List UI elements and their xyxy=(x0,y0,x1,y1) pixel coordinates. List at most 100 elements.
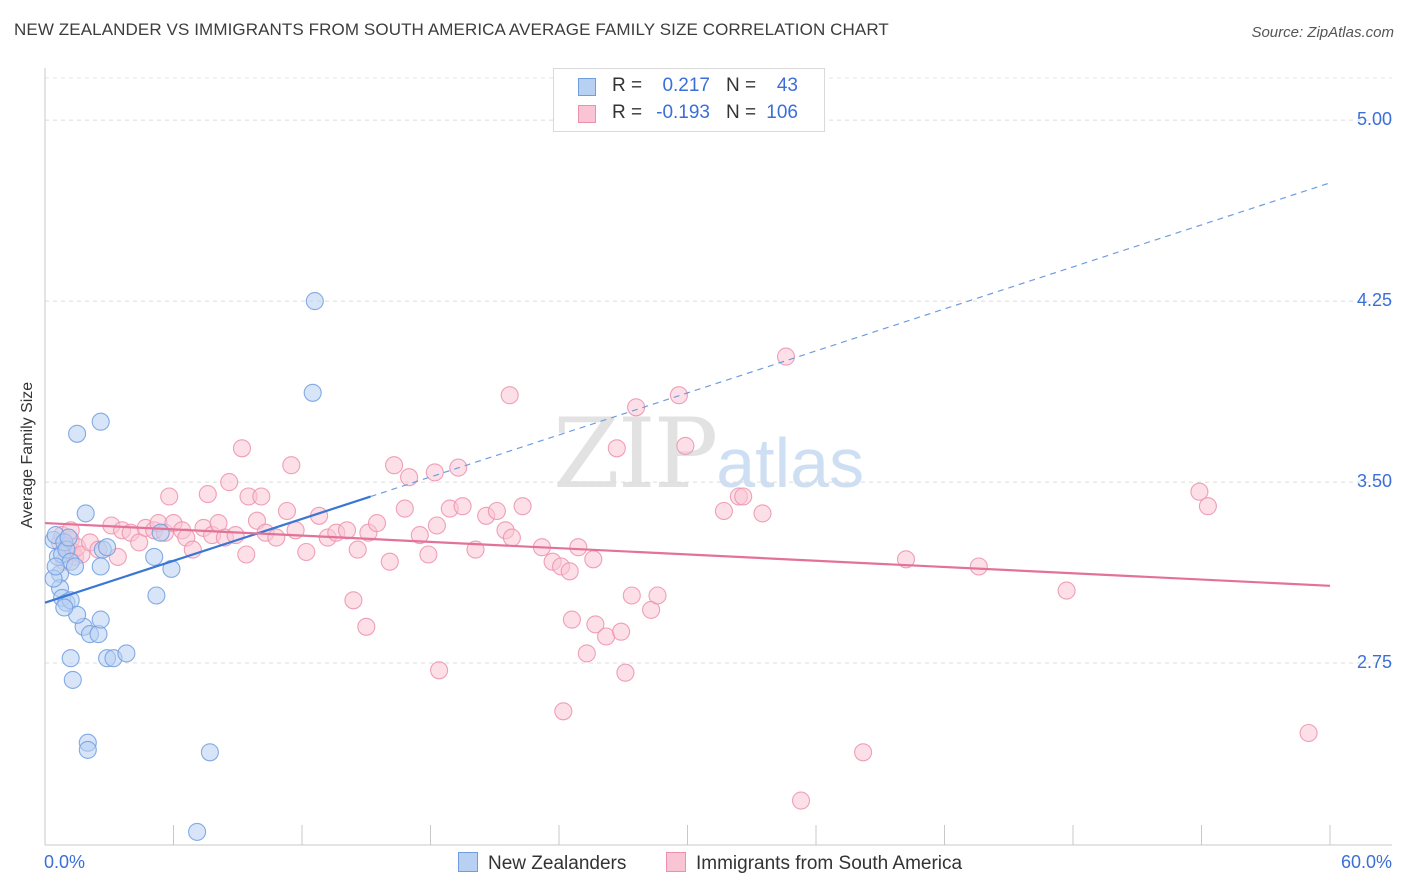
immigrant-point xyxy=(513,497,532,516)
immigrant-point xyxy=(337,521,357,540)
immigrant-point xyxy=(160,487,179,506)
immigrant-point xyxy=(348,540,367,559)
immigrant-point xyxy=(410,526,429,545)
r-label: R = xyxy=(612,75,643,96)
stats-row-new-zealanders: R = 0.217 N = 43 xyxy=(554,75,824,101)
x-tick-max: 60.0% xyxy=(1340,852,1392,872)
nz-point xyxy=(117,644,136,663)
immigrant-point xyxy=(453,497,472,516)
legend-label: New Zealanders xyxy=(488,853,627,874)
immigrant-point xyxy=(385,456,404,475)
nz-point xyxy=(151,523,170,542)
immigrant-point xyxy=(395,499,414,518)
immigrant-point xyxy=(854,743,873,762)
x-tick-min: 0.0% xyxy=(44,852,86,872)
nz-point xyxy=(46,557,65,576)
legend-item-immigrants: Immigrants from South America xyxy=(666,852,962,876)
immigrant-point xyxy=(282,456,301,475)
watermark-zip: ZIP xyxy=(553,398,718,510)
immigrant-point xyxy=(237,545,256,564)
nz-point xyxy=(305,292,324,311)
immigrant-point xyxy=(232,439,252,458)
immigrant-point xyxy=(425,463,444,482)
n-value: 43 xyxy=(776,75,798,96)
stats-swatch-pink xyxy=(578,105,596,123)
immigrant-point xyxy=(791,791,811,810)
n-label: N = xyxy=(726,102,757,123)
immigrant-point xyxy=(198,485,217,504)
immigrant-point xyxy=(734,487,753,506)
immigrant-point xyxy=(297,542,316,562)
chart-title: NEW ZEALANDER VS IMMIGRANTS FROM SOUTH A… xyxy=(14,20,889,39)
nz-point xyxy=(78,740,97,759)
immigrant-point xyxy=(1190,482,1209,501)
y-tick-label: 5.00 xyxy=(1356,109,1392,130)
y-tick-label: 2.75 xyxy=(1356,652,1392,673)
immigrant-point xyxy=(487,501,506,521)
nz-point xyxy=(145,547,164,566)
r-value: 0.217 xyxy=(662,75,710,96)
immigrant-point xyxy=(344,591,363,610)
immigrant-point xyxy=(419,545,438,564)
immigrant-point xyxy=(627,398,646,417)
immigrant-point xyxy=(502,528,521,547)
n-value: 106 xyxy=(766,102,798,123)
y-tick-label: 4.25 xyxy=(1356,290,1392,311)
immigrant-point xyxy=(612,622,631,641)
y-axis-label: Average Family Size xyxy=(19,381,36,529)
nz-point xyxy=(59,528,78,547)
series-immigrants-points xyxy=(50,347,1318,810)
axes xyxy=(44,68,1392,846)
r-value: -0.193 xyxy=(656,102,710,123)
immigrant-point xyxy=(220,473,239,492)
immigrant-point xyxy=(267,528,286,547)
nz-point xyxy=(63,670,82,689)
immigrant-point xyxy=(1057,581,1076,600)
y-tick-label: 3.50 xyxy=(1356,471,1392,492)
immigrant-point xyxy=(400,468,419,487)
immigrant-point xyxy=(597,627,616,646)
immigrant-point xyxy=(714,501,733,521)
source-credit: Source: ZipAtlas.com xyxy=(1251,24,1394,41)
nz-point xyxy=(91,557,110,576)
stats-box: R = 0.217 N = 43 R = -0.193 N = 106 xyxy=(553,68,825,132)
immigrant-point xyxy=(252,487,271,506)
immigrant-point xyxy=(430,661,449,680)
immigrant-point xyxy=(1198,497,1217,516)
nz-point xyxy=(91,610,110,629)
immigrant-point xyxy=(584,550,603,569)
series-new-zealanders-points xyxy=(44,292,324,841)
nz-point xyxy=(147,586,166,605)
immigrant-point xyxy=(622,586,641,605)
immigrant-point xyxy=(277,501,297,521)
trend-lines xyxy=(44,182,1331,604)
nz-point xyxy=(61,649,80,668)
immigrant-point xyxy=(753,504,772,523)
immigrant-point xyxy=(1299,723,1318,743)
immigrant-point xyxy=(676,436,695,455)
immigrant-point xyxy=(500,386,519,405)
immigrant-point xyxy=(427,516,446,535)
nz-point xyxy=(188,822,207,841)
nz-trend-line xyxy=(44,495,371,604)
immigrant-point xyxy=(554,702,573,721)
immigrant-trend-line xyxy=(44,521,1331,587)
legend-swatch-pink xyxy=(666,852,686,872)
immigrant-point xyxy=(607,439,626,458)
nz-point xyxy=(91,412,110,431)
immigrant-point xyxy=(896,550,916,569)
watermark: ZIPatlas xyxy=(553,398,864,510)
immigrant-point xyxy=(569,538,588,557)
r-label: R = xyxy=(612,102,643,123)
immigrant-point xyxy=(776,347,796,366)
stats-row-immigrants: R = -0.193 N = 106 xyxy=(554,102,824,128)
legend-item-new-zealanders: New Zealanders xyxy=(458,852,626,876)
n-label: N = xyxy=(726,75,757,96)
immigrant-point xyxy=(648,586,667,605)
nz-point xyxy=(303,383,322,402)
stats-swatch-blue xyxy=(578,78,596,96)
legend-label: Immigrants from South America xyxy=(696,853,963,874)
immigrant-point xyxy=(357,617,376,636)
nz-point xyxy=(55,598,74,617)
immigrant-point xyxy=(577,644,596,663)
